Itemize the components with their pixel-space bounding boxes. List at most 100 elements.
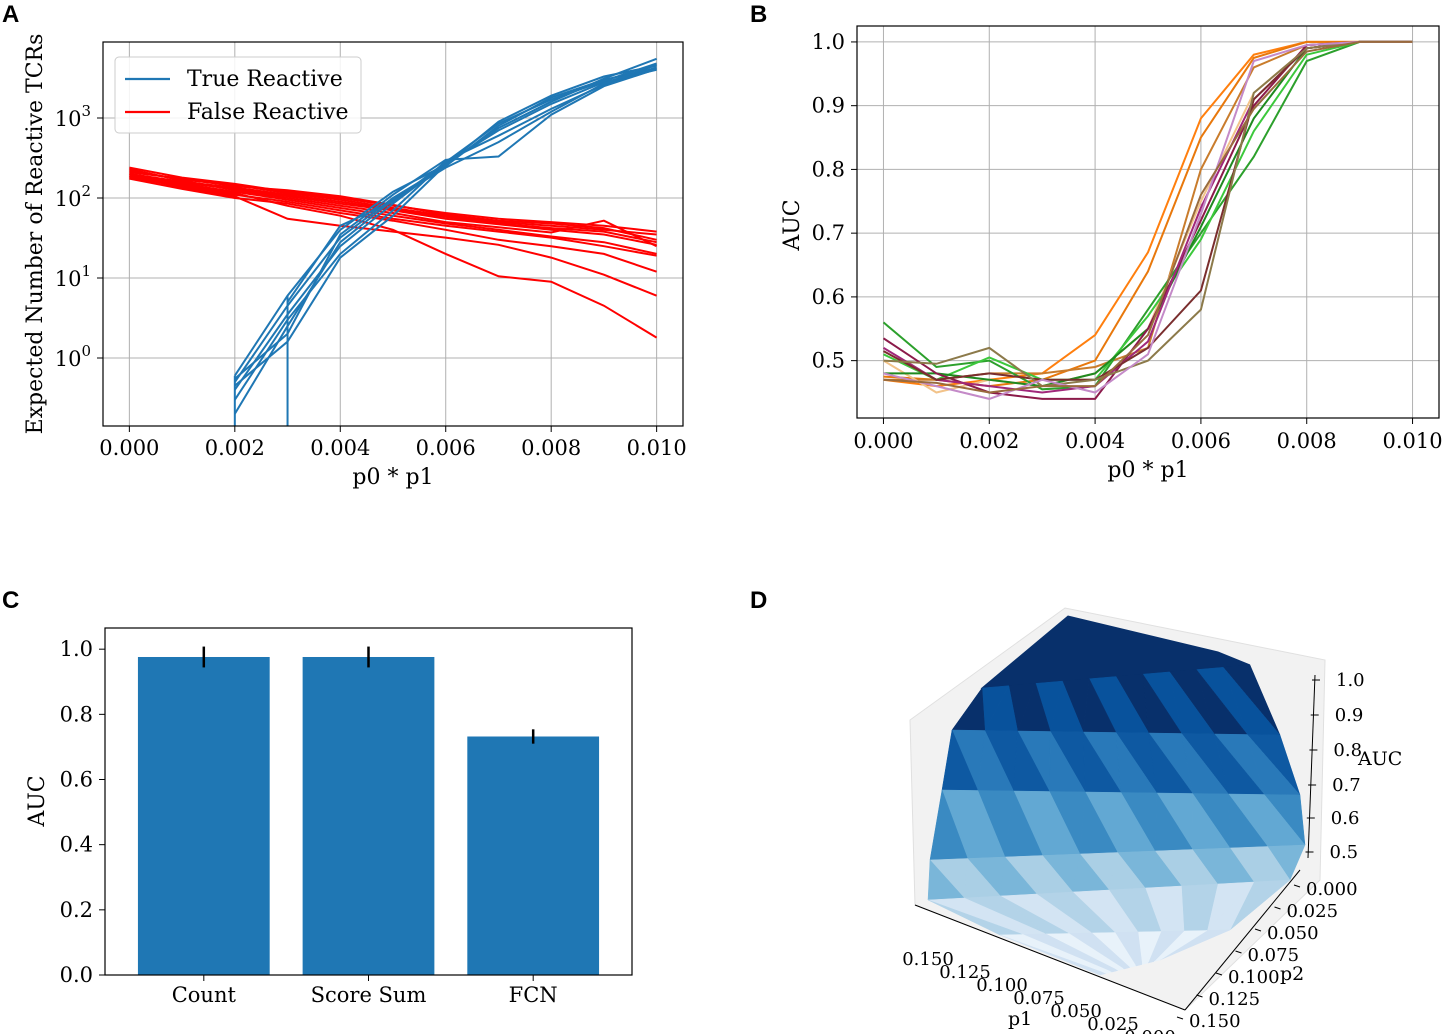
- panel-b-x-tick-label: 0.004: [1065, 429, 1125, 453]
- bar-count: [137, 656, 270, 975]
- true-reactive-line: [233, 64, 657, 415]
- true-reactive-line: [233, 68, 657, 391]
- panel-a-y-tick-label: 103: [55, 102, 91, 131]
- panel-label-b: B: [750, 1, 767, 28]
- panel-d-p2-label: p2: [1280, 963, 1304, 985]
- panel-c-y-tick-label: 0.4: [60, 833, 93, 857]
- panel-a-x-tick-label: 0.006: [416, 436, 476, 460]
- false-reactive-line: [129, 176, 657, 257]
- surface-facet: [1068, 933, 1125, 971]
- auc-series-line-9: [882, 40, 1413, 394]
- panel-a-x-tick-label: 0.002: [205, 436, 265, 460]
- panel-d-p2-tick-label: 0.150: [1189, 1011, 1241, 1032]
- panel-d-p2-tick-label: 0.000: [1306, 879, 1358, 900]
- panel-d-p2-tick-label: 0.050: [1267, 923, 1319, 944]
- panel-b-y-tick-label: 0.8: [812, 157, 845, 181]
- panel-d-z-tick-label: 1.0: [1336, 670, 1365, 691]
- panel-c-y-tick-label: 0.0: [60, 963, 93, 987]
- panel-b-y-label: AUC: [780, 199, 805, 251]
- bar-fcn: [467, 736, 600, 975]
- panel-label-c: C: [2, 587, 19, 614]
- true-reactive-line: [286, 62, 657, 303]
- false-reactive-line: [129, 168, 658, 248]
- panel-c-y-tick-label: 0.6: [60, 768, 93, 792]
- panel-a-x-tick-label: 0.008: [521, 436, 581, 460]
- auc-series-line-5: [882, 40, 1413, 391]
- panel-d-z-tick-label: 0.5: [1330, 842, 1359, 863]
- panel-b-y-tick-label: 0.9: [812, 94, 845, 118]
- bar-score-sum: [302, 656, 435, 975]
- panel-b-frame: [856, 25, 1440, 419]
- panel-d-p2-tick-mark: [1254, 928, 1262, 932]
- false-reactive-line: [129, 175, 658, 339]
- panel-a-y-ticks: 100 101 102 103: [55, 102, 103, 371]
- panel-a-y-tick-label: 102: [55, 182, 91, 211]
- auc-series-line-11: [883, 40, 1413, 388]
- auc-series-line-12: [883, 40, 1413, 400]
- panel-d-z-label: AUC: [1357, 748, 1402, 770]
- legend-label-true-reactive: True Reactive: [187, 67, 343, 92]
- panel-b-series: [882, 40, 1413, 400]
- panel-d-p2-tick-label: 0.075: [1248, 945, 1300, 966]
- panel-a-legend: True Reactive False Reactive: [114, 56, 362, 134]
- panel-a-x-tick-label: 0.000: [99, 436, 159, 460]
- false-reactive-line: [129, 177, 657, 273]
- panel-b-x-tick-label: 0.010: [1382, 429, 1442, 453]
- panel-c-y-tick-label: 0.8: [60, 702, 93, 726]
- panel-d-z-tick-label: 0.8: [1333, 740, 1362, 761]
- panel-c-x-tick-label: Score Sum: [311, 983, 427, 1007]
- panel-b-x-label: p0 * p1: [1107, 458, 1188, 483]
- panel-c-bars: [137, 646, 600, 975]
- panel-d-auc-axis: [1307, 674, 1316, 859]
- panel-a-chart: 0.000 0.002 0.004 0.006 0.008 0.010 100 101 102…: [23, 34, 687, 490]
- panel-d-p1-tick-label: 0.050: [1050, 1001, 1102, 1022]
- panel-b-chart: 0.000 0.002 0.004 0.006 0.008 0.010 0.5 0.6 0.7…: [780, 25, 1443, 483]
- panel-a-x-ticks: 0.000 0.002 0.004 0.006 0.008 0.010: [99, 426, 687, 460]
- panel-c-y-tick-label: 1.0: [60, 637, 93, 661]
- surface-facet: [1045, 933, 1119, 973]
- panel-d-p2-tick-label: 0.100: [1228, 967, 1280, 988]
- panel-d-p1-tick-label: 0.075: [1013, 988, 1065, 1009]
- panel-a-y-label: Expected Number of Reactive TCRs: [23, 34, 48, 435]
- panel-d-p2-tick-mark: [1235, 950, 1242, 954]
- panel-c-chart: Count Score Sum FCN 0.0 0.2 0.4 0.6 0.8 1.0 AUC: [25, 627, 633, 1007]
- panel-b-y-tick-label: 0.5: [812, 349, 845, 373]
- panel-a-series: [129, 57, 658, 426]
- panel-d-p1-axis: [914, 904, 1186, 1011]
- panel-d-z-tick-label: 0.9: [1335, 705, 1364, 726]
- panel-d-p1-label: p1: [1008, 1008, 1032, 1030]
- surface-facet: [1022, 934, 1113, 974]
- surface-facet: [1147, 930, 1185, 964]
- panel-a-y-tick-label: 100: [55, 342, 91, 371]
- panel-d-p2-axis: [1184, 869, 1301, 1011]
- panel-c-y-ticks: 0.0 0.2 0.4 0.6 0.8 1.0: [60, 637, 105, 987]
- panel-d-chart: 1.00.90.80.70.60.5 0.0000.0250.0500.0750…: [902, 607, 1402, 1034]
- auc-series-line-6: [883, 40, 1413, 381]
- panel-d-p2-tick-mark: [1274, 906, 1281, 910]
- panel-c-y-tick-label: 0.2: [60, 898, 93, 922]
- panel-b-y-tick-label: 0.7: [812, 221, 845, 245]
- panel-a-x-tick-label: 0.010: [627, 436, 687, 460]
- panel-d-p2-tick-label: 0.125: [1209, 989, 1261, 1010]
- surface-facet: [1141, 931, 1162, 965]
- panel-b-x-ticks: 0.000 0.002 0.004 0.006 0.008 0.010: [853, 418, 1443, 453]
- panel-c-x-tick-label: Count: [172, 983, 237, 1007]
- panel-d-p1-tick-label: 0.100: [976, 975, 1028, 996]
- panel-d-p2-tick-mark: [1215, 972, 1223, 976]
- panel-b-x-tick-label: 0.000: [853, 429, 913, 453]
- panel-d-z-ticks: 1.0 0.9 0.8 0.7 0.6 0.5: [1305, 670, 1365, 863]
- surface-facet: [1114, 932, 1137, 968]
- panel-b-x-tick-label: 0.008: [1277, 429, 1337, 453]
- panel-d-p1-tick-label: 0.025: [1087, 1014, 1139, 1034]
- panel-b-x-tick-label: 0.002: [959, 429, 1019, 453]
- panel-a-x-tick-label: 0.004: [310, 436, 370, 460]
- panel-b-gridlines: [857, 26, 1439, 418]
- legend-label-false-reactive: False Reactive: [187, 100, 349, 125]
- panel-label-d: D: [750, 587, 767, 614]
- panel-b-y-ticks: 0.5 0.6 0.7 0.8 0.9 1.0: [812, 30, 857, 373]
- panel-c-x-ticks: Count Score Sum FCN: [172, 975, 558, 1007]
- legend-box: [114, 56, 362, 134]
